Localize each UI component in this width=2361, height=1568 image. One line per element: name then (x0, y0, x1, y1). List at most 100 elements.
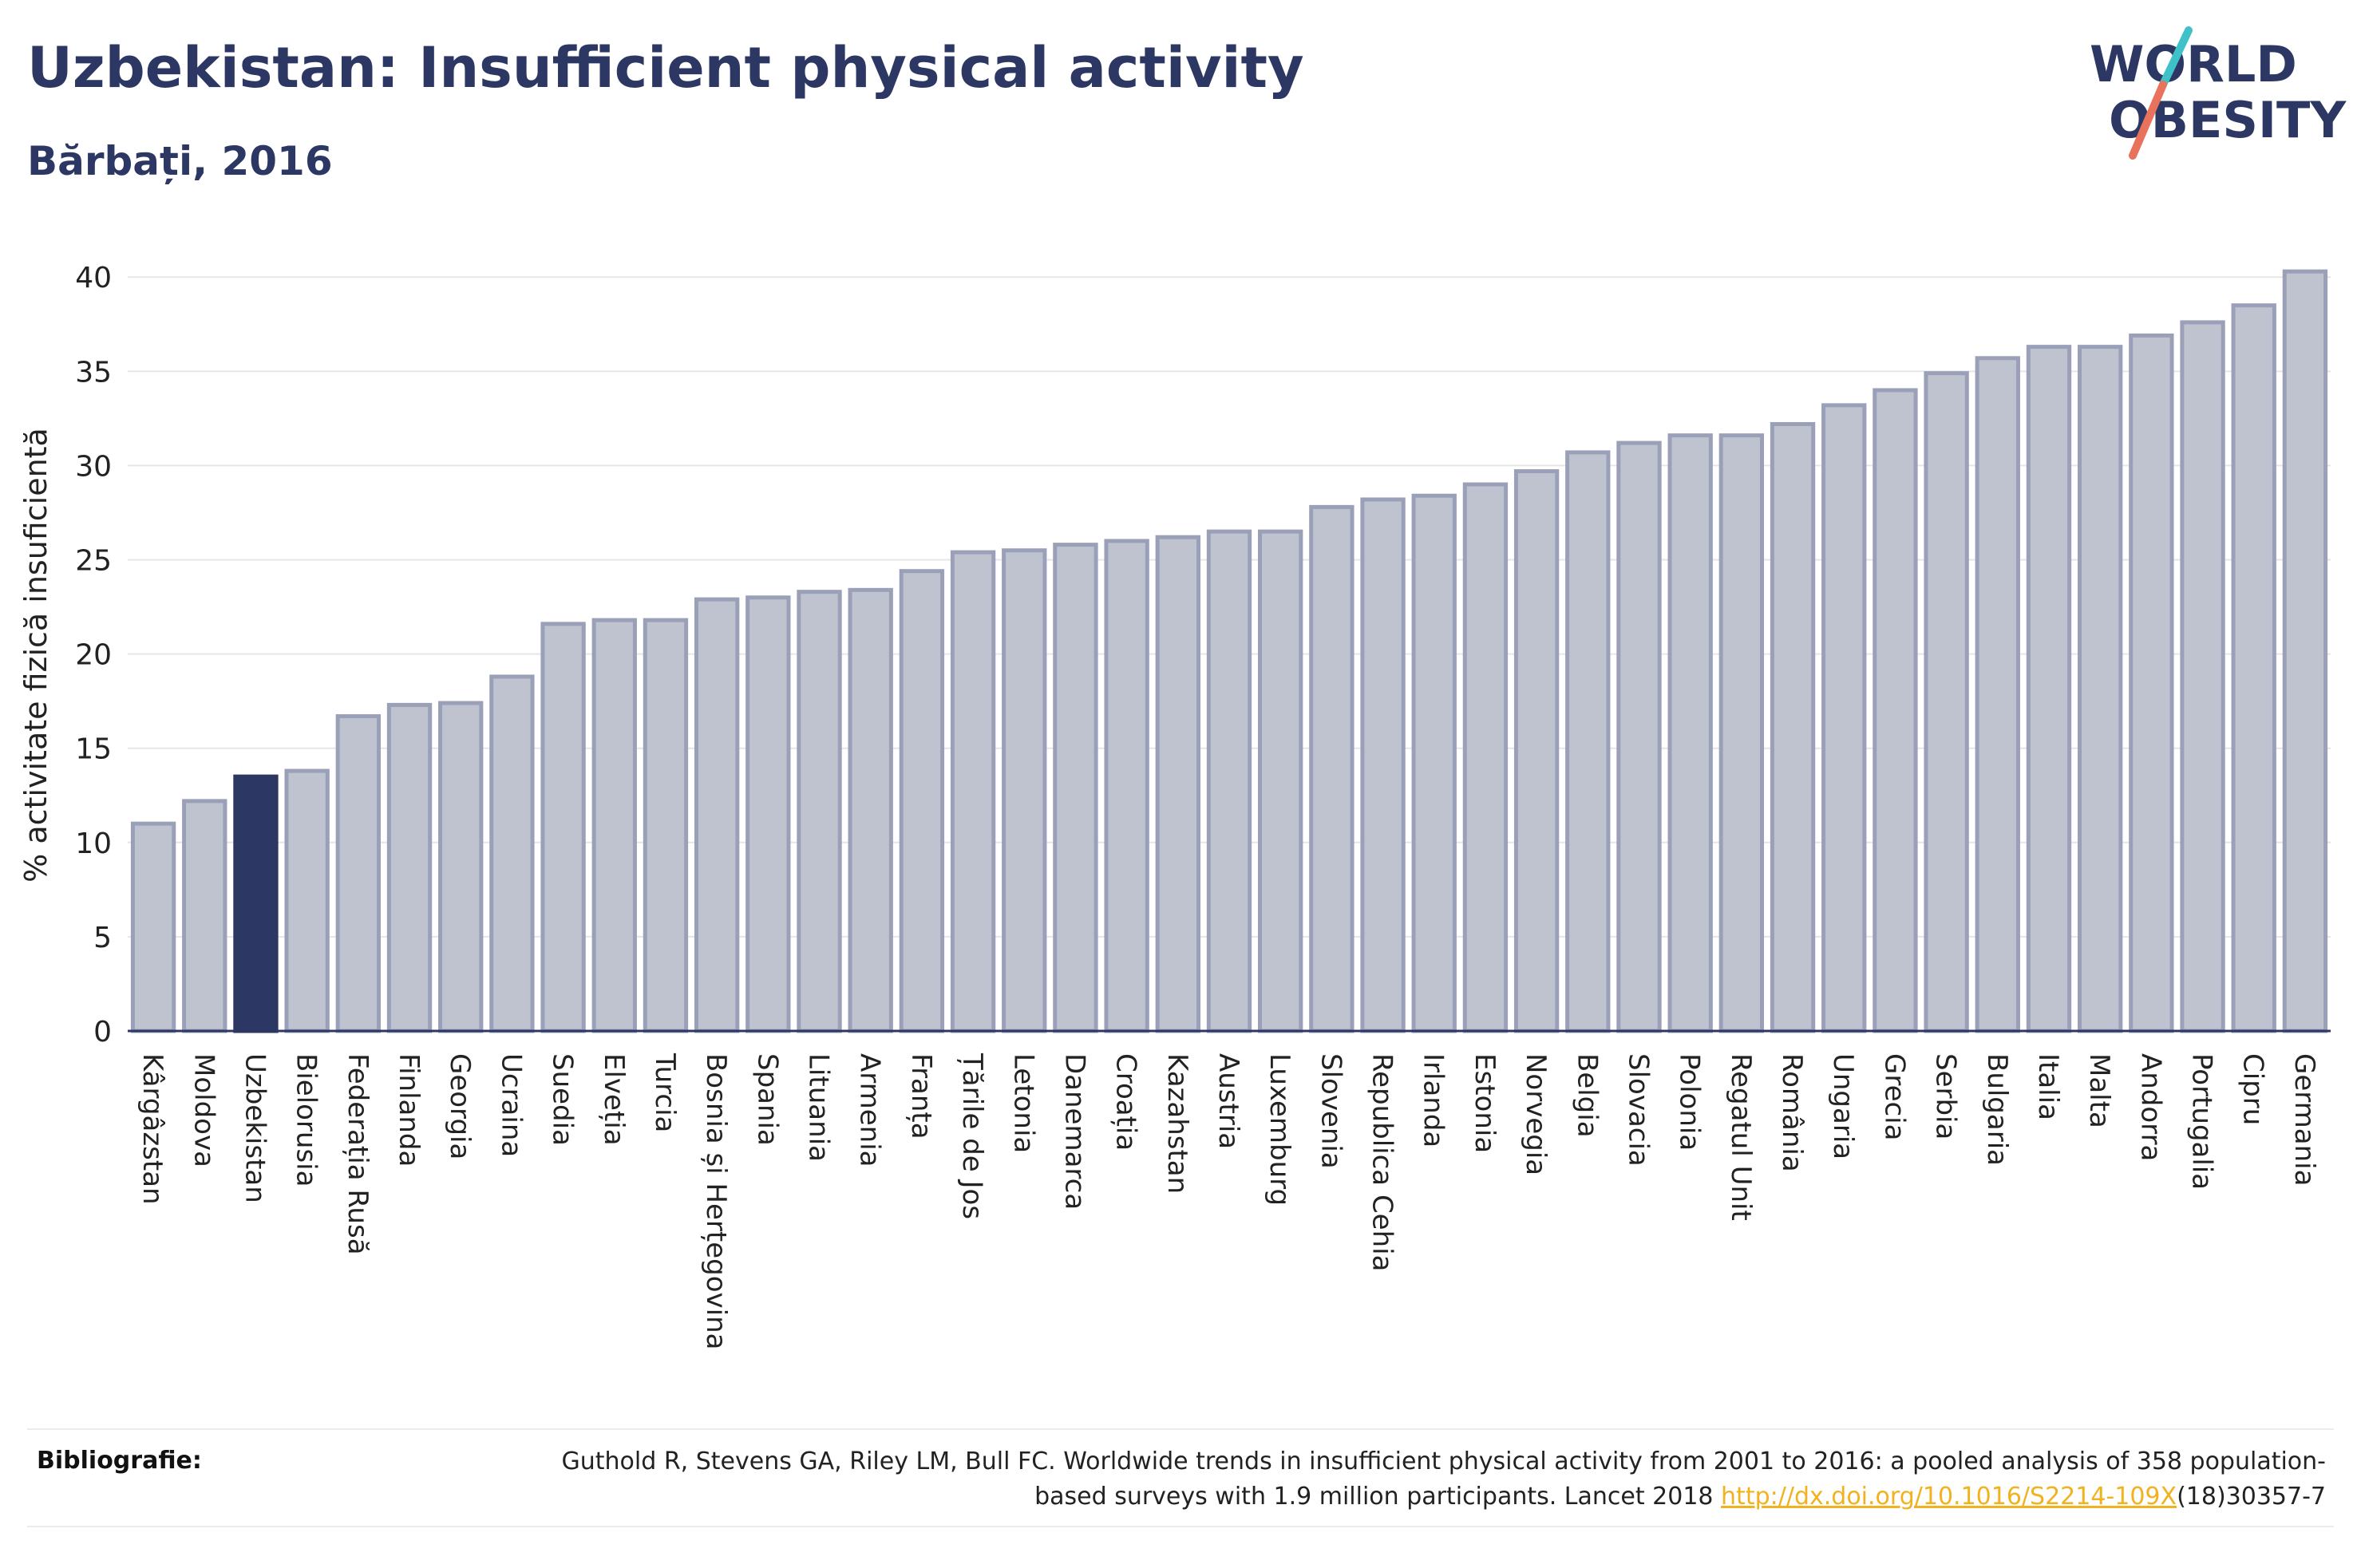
y-tick-label: 30 (75, 450, 112, 483)
x-tick-label: Regatul Unit (1725, 1053, 1757, 1221)
x-tick-label: Lituania (803, 1053, 835, 1162)
logo-line-1: WORLD (2090, 35, 2297, 93)
citation-suffix: (18)30357-7 (2177, 1483, 2326, 1511)
x-tick-label: Kârgâzstan (136, 1053, 168, 1205)
bar-bielorusia (284, 768, 330, 1033)
bar-finlanda (386, 702, 433, 1033)
doi-link[interactable]: http://dx.doi.org/10.1016/S2214-109X (1721, 1483, 2177, 1511)
bar-andorra (2129, 333, 2174, 1033)
bar-polonia (1667, 433, 1713, 1033)
x-tick-label: Turcia (649, 1053, 681, 1132)
bar-ucraina (489, 674, 535, 1033)
x-tick-label: Ungaria (1827, 1053, 1859, 1159)
bar-slovenia (1309, 504, 1355, 1033)
bar-malta (2077, 345, 2123, 1033)
bar-armenia (848, 587, 893, 1033)
y-tick-label: 0 (93, 1016, 112, 1049)
bar-georgia (438, 701, 484, 1033)
x-tick-label: Federația Rusă (342, 1053, 374, 1255)
bar-norvegia (1513, 469, 1560, 1033)
x-tick-label: Ucraina (495, 1053, 527, 1157)
bar-lituania (797, 590, 842, 1033)
bar-serbia (1924, 371, 1969, 1033)
x-tick-label: Kazahstan (1161, 1053, 1193, 1194)
x-axis-tick-labels: Kârgâzstan Moldova Uzbekistan Bielorusia Fed… (136, 1053, 2320, 1350)
x-tick-label: Slovenia (1315, 1053, 1347, 1169)
x-tick-label: Irlanda (1418, 1053, 1449, 1147)
bar-italia (2026, 345, 2072, 1033)
bar-spania (745, 595, 791, 1033)
world-obesity-logo: WORLD OBESITY (2090, 26, 2347, 160)
x-tick-label: Germania (2288, 1053, 2320, 1186)
bar-croația (1104, 539, 1149, 1033)
bar-suedia (540, 622, 586, 1033)
bar-țările-de-jos (950, 550, 996, 1033)
x-tick-label: Bosnia și Herțegovina (700, 1053, 732, 1350)
bar-federația-rusă (335, 714, 382, 1033)
x-tick-label: Armenia (854, 1053, 886, 1167)
bar-austria (1206, 529, 1252, 1033)
x-tick-label: România (1776, 1053, 1808, 1172)
y-tick-label: 25 (75, 545, 112, 578)
x-tick-label: Cipru (2237, 1053, 2269, 1125)
x-tick-label: Franța (905, 1053, 937, 1139)
bar-uzbekistan (233, 774, 279, 1033)
y-tick-label: 20 (75, 639, 112, 672)
bar-turcia (643, 618, 689, 1033)
x-tick-label: Bulgaria (1981, 1053, 2013, 1166)
x-tick-label: Bielorusia (291, 1053, 322, 1187)
bar-franța (899, 569, 945, 1033)
x-tick-label: Spania (751, 1053, 783, 1146)
bar-grecia (1873, 388, 1918, 1033)
bar-cipru (2231, 303, 2276, 1033)
bar-bosnia-și-herțegovina (694, 597, 740, 1033)
bar-kârgâzstan (130, 821, 176, 1033)
citation-text: Guthold R, Stevens GA, Riley LM, Bull FC… (561, 1448, 2326, 1511)
chart-title: Uzbekistan: Insufficient physical activi… (27, 35, 1304, 101)
y-tick-label: 10 (75, 827, 112, 860)
footer-divider-top (27, 1428, 2334, 1430)
bar-portugalia (2180, 320, 2225, 1033)
x-tick-label: Țările de Jos (956, 1053, 988, 1219)
x-tick-label: Slovacia (1622, 1053, 1654, 1167)
bar-ungaria (1821, 403, 1867, 1033)
bibliography-label: Bibliografie: (37, 1447, 202, 1475)
x-tick-label: Grecia (1878, 1053, 1910, 1140)
bars (130, 269, 2328, 1033)
bar-belgia (1565, 450, 1611, 1033)
bar-românia (1770, 421, 1816, 1033)
bar-chart: 0 5 10 15 20 25 30 35 40 % activitate fizică ins… (18, 262, 2331, 1350)
x-tick-label: Republica Cehia (1366, 1053, 1398, 1271)
bar-slovacia (1616, 440, 1662, 1033)
x-tick-label: Suedia (547, 1053, 579, 1146)
x-tick-label: Moldova (188, 1053, 219, 1167)
x-tick-label: Malta (2083, 1053, 2115, 1128)
x-tick-label: Georgia (444, 1053, 476, 1159)
x-tick-label: Norvegia (1520, 1053, 1552, 1175)
x-tick-label: Croația (1110, 1053, 1142, 1151)
x-tick-label: Belgia (1571, 1053, 1603, 1138)
bibliography-citation: Guthold R, Stevens GA, Riley LM, Bull FC… (490, 1444, 2326, 1515)
bar-luxemburg (1258, 529, 1303, 1033)
bar-regatul-unit (1718, 433, 1765, 1033)
bar-elveția (591, 618, 637, 1033)
y-tick-label: 35 (75, 356, 112, 389)
bar-irlanda (1411, 493, 1457, 1033)
x-tick-label: Polonia (1674, 1053, 1706, 1151)
x-tick-label: Austria (1212, 1053, 1244, 1149)
x-tick-label: Italia (2032, 1053, 2064, 1120)
chart-subtitle: Bărbați, 2016 (27, 138, 333, 184)
bar-letonia (1002, 548, 1047, 1033)
bar-kazahstan (1155, 535, 1200, 1033)
bar-moldova (182, 799, 227, 1033)
x-tick-label: Uzbekistan (239, 1053, 271, 1203)
x-tick-label: Elveția (598, 1053, 630, 1146)
footer-divider-bottom (27, 1526, 2334, 1527)
x-tick-label: Serbia (1930, 1053, 1962, 1139)
x-tick-label: Estonia (1469, 1053, 1501, 1153)
x-tick-label: Luxemburg (1264, 1053, 1295, 1206)
y-axis-tick-labels: 0 5 10 15 20 25 30 35 40 (75, 262, 112, 1049)
bar-danemarca (1053, 543, 1098, 1033)
y-tick-label: 15 (75, 733, 112, 766)
x-tick-label: Andorra (2134, 1053, 2166, 1161)
